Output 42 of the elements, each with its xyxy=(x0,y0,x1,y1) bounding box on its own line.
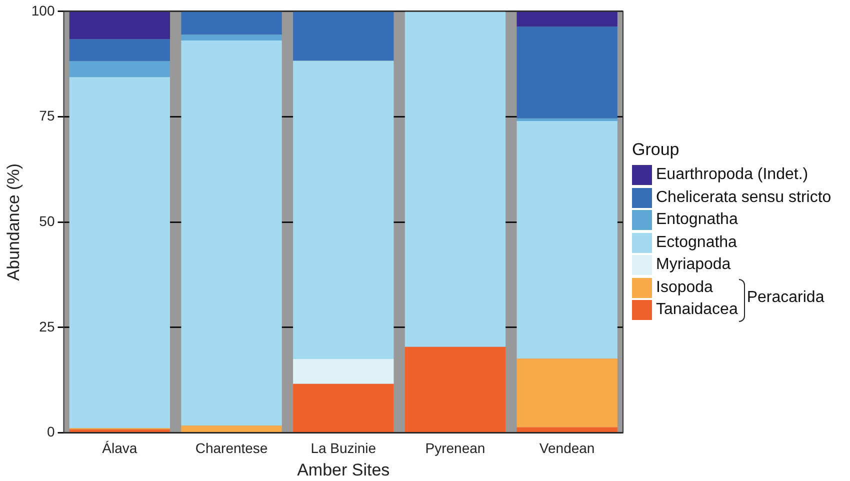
bar xyxy=(516,358,618,428)
bar xyxy=(404,11,506,347)
bar xyxy=(181,34,282,40)
x-axis-title: Amber Sites xyxy=(297,460,390,480)
bar xyxy=(404,346,506,432)
y-axis-title: Abundance (%) xyxy=(4,164,23,281)
bar xyxy=(516,11,618,27)
bar xyxy=(516,118,618,121)
bar xyxy=(69,39,170,62)
bar xyxy=(516,26,618,118)
x-tick-label: Pyrenean xyxy=(425,440,486,456)
y-tick-label: 0 xyxy=(46,424,55,440)
y-tick-label: 75 xyxy=(39,108,55,124)
bar xyxy=(181,426,282,432)
legend-title: Group xyxy=(632,140,680,160)
x-tick-label: La Buzinie xyxy=(310,440,376,456)
x-tick-label: Vendean xyxy=(539,440,595,456)
legend-label: Euarthropoda (Indet.) xyxy=(656,166,808,184)
bar xyxy=(69,77,170,428)
legend-label: Entognatha xyxy=(656,211,738,230)
y-tick-label: 50 xyxy=(39,212,55,229)
x-tick-label: Charentese xyxy=(195,440,268,456)
legend-label: Ectognatha xyxy=(656,234,737,252)
x-tick-label: Álava xyxy=(102,440,138,456)
bar xyxy=(516,120,618,359)
bar xyxy=(69,61,170,78)
legend-label: Isopoda xyxy=(656,278,713,297)
bar xyxy=(293,359,394,384)
legend-label: Myriapoda xyxy=(656,256,731,274)
bar xyxy=(181,40,282,426)
y-tick-label: 100 xyxy=(31,2,55,18)
y-tick-label: 25 xyxy=(39,318,55,334)
bar xyxy=(69,429,170,432)
bar xyxy=(293,11,394,61)
legend-label: Chelicerata sensu stricto xyxy=(656,188,832,207)
bar xyxy=(293,60,394,360)
legend-label: Tanaidacea xyxy=(656,301,738,320)
text: Peracarida xyxy=(746,289,824,307)
bar xyxy=(516,427,618,432)
bar xyxy=(69,11,170,40)
bar xyxy=(293,384,394,432)
bar xyxy=(181,11,282,35)
